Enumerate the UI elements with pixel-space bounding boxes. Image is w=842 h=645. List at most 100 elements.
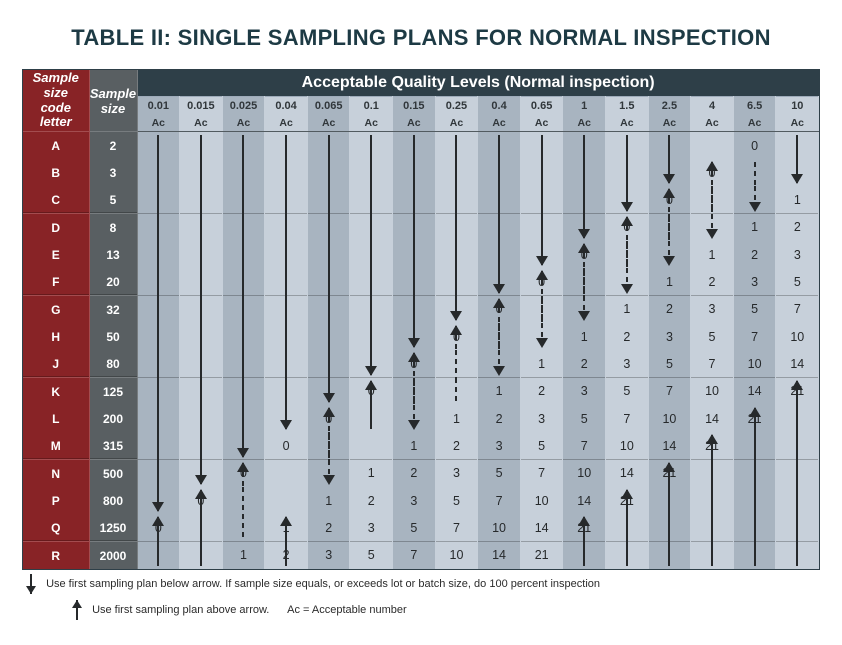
cell	[137, 186, 180, 214]
sample-size: 125	[89, 378, 137, 406]
cell: 14	[563, 487, 606, 514]
cell	[648, 487, 691, 514]
cell	[222, 132, 265, 160]
cell	[180, 378, 223, 406]
cell: 1	[265, 514, 308, 542]
cell	[520, 186, 563, 214]
cell	[563, 268, 606, 296]
cell	[393, 241, 436, 268]
sample-size: 50	[89, 323, 137, 350]
cell	[478, 350, 521, 378]
cell	[307, 268, 350, 296]
cell	[520, 132, 563, 160]
hdr-aql-level: 6.5	[733, 97, 776, 116]
sampling-plan-table: Sample sizecode letterSamplesizeAcceptab…	[23, 70, 819, 569]
cell	[350, 432, 393, 460]
cell	[222, 159, 265, 186]
cell: 10	[520, 487, 563, 514]
cell	[563, 186, 606, 214]
sample-size: 5	[89, 186, 137, 214]
cell: 10	[691, 378, 734, 406]
cell: 1	[478, 378, 521, 406]
code-letter: M	[23, 432, 89, 460]
hdr-ac-label: Ac	[137, 115, 180, 132]
cell	[180, 268, 223, 296]
cell: 1	[648, 268, 691, 296]
hdr-aql-level: 0.025	[222, 97, 265, 116]
cell: 10	[478, 514, 521, 542]
sample-size: 2000	[89, 542, 137, 570]
cell	[307, 432, 350, 460]
cell	[733, 514, 776, 542]
cell: 14	[606, 460, 649, 488]
hdr-code-letter: Sample sizecode letter	[23, 70, 89, 132]
cell	[606, 542, 649, 570]
cell: 10	[776, 323, 819, 350]
cell	[478, 241, 521, 268]
cell	[563, 542, 606, 570]
cell: 5	[648, 350, 691, 378]
hdr-ac-label: Ac	[478, 115, 521, 132]
cell	[222, 432, 265, 460]
cell	[648, 542, 691, 570]
sample-size: 2	[89, 132, 137, 160]
cell	[606, 514, 649, 542]
cell	[137, 323, 180, 350]
cell	[776, 159, 819, 186]
cell	[606, 241, 649, 268]
cell: 0	[435, 323, 478, 350]
cell	[265, 186, 308, 214]
sample-size: 80	[89, 350, 137, 378]
cell	[137, 405, 180, 432]
code-letter: C	[23, 186, 89, 214]
cell	[606, 186, 649, 214]
cell	[393, 186, 436, 214]
cell	[265, 350, 308, 378]
sample-size: 500	[89, 460, 137, 488]
code-letter: N	[23, 460, 89, 488]
cell	[393, 405, 436, 432]
hdr-aql-level: 4	[691, 97, 734, 116]
hdr-ac-label: Ac	[520, 115, 563, 132]
cell: 5	[520, 432, 563, 460]
hdr-ac-label: Ac	[691, 115, 734, 132]
hdr-ac-label: Ac	[435, 115, 478, 132]
cell	[137, 432, 180, 460]
cell: 3	[307, 542, 350, 570]
cell	[137, 268, 180, 296]
cell	[137, 132, 180, 160]
cell	[691, 487, 734, 514]
arrow-down-icon	[23, 574, 39, 594]
cell	[137, 241, 180, 268]
cell: 3	[520, 405, 563, 432]
hdr-sample-size: Samplesize	[89, 70, 137, 132]
cell	[265, 159, 308, 186]
cell	[776, 432, 819, 460]
cell: 2	[435, 432, 478, 460]
cell	[691, 514, 734, 542]
cell	[265, 323, 308, 350]
cell: 5	[606, 378, 649, 406]
cell	[733, 159, 776, 186]
hdr-ac-label: Ac	[733, 115, 776, 132]
cell: 1	[606, 296, 649, 324]
cell: 3	[563, 378, 606, 406]
cell	[180, 323, 223, 350]
cell	[520, 296, 563, 324]
cell	[520, 214, 563, 242]
hdr-aql-level: 0.25	[435, 97, 478, 116]
code-letter: F	[23, 268, 89, 296]
cell	[478, 186, 521, 214]
cell: 1	[350, 460, 393, 488]
cell: 0	[350, 378, 393, 406]
footnote-ac: Ac = Acceptable number	[287, 604, 407, 616]
cell	[435, 214, 478, 242]
cell: 7	[478, 487, 521, 514]
cell	[137, 214, 180, 242]
cell: 2	[393, 460, 436, 488]
hdr-ac-label: Ac	[307, 115, 350, 132]
sample-size: 200	[89, 405, 137, 432]
cell: 2	[733, 241, 776, 268]
cell: 21	[606, 487, 649, 514]
cell	[222, 268, 265, 296]
